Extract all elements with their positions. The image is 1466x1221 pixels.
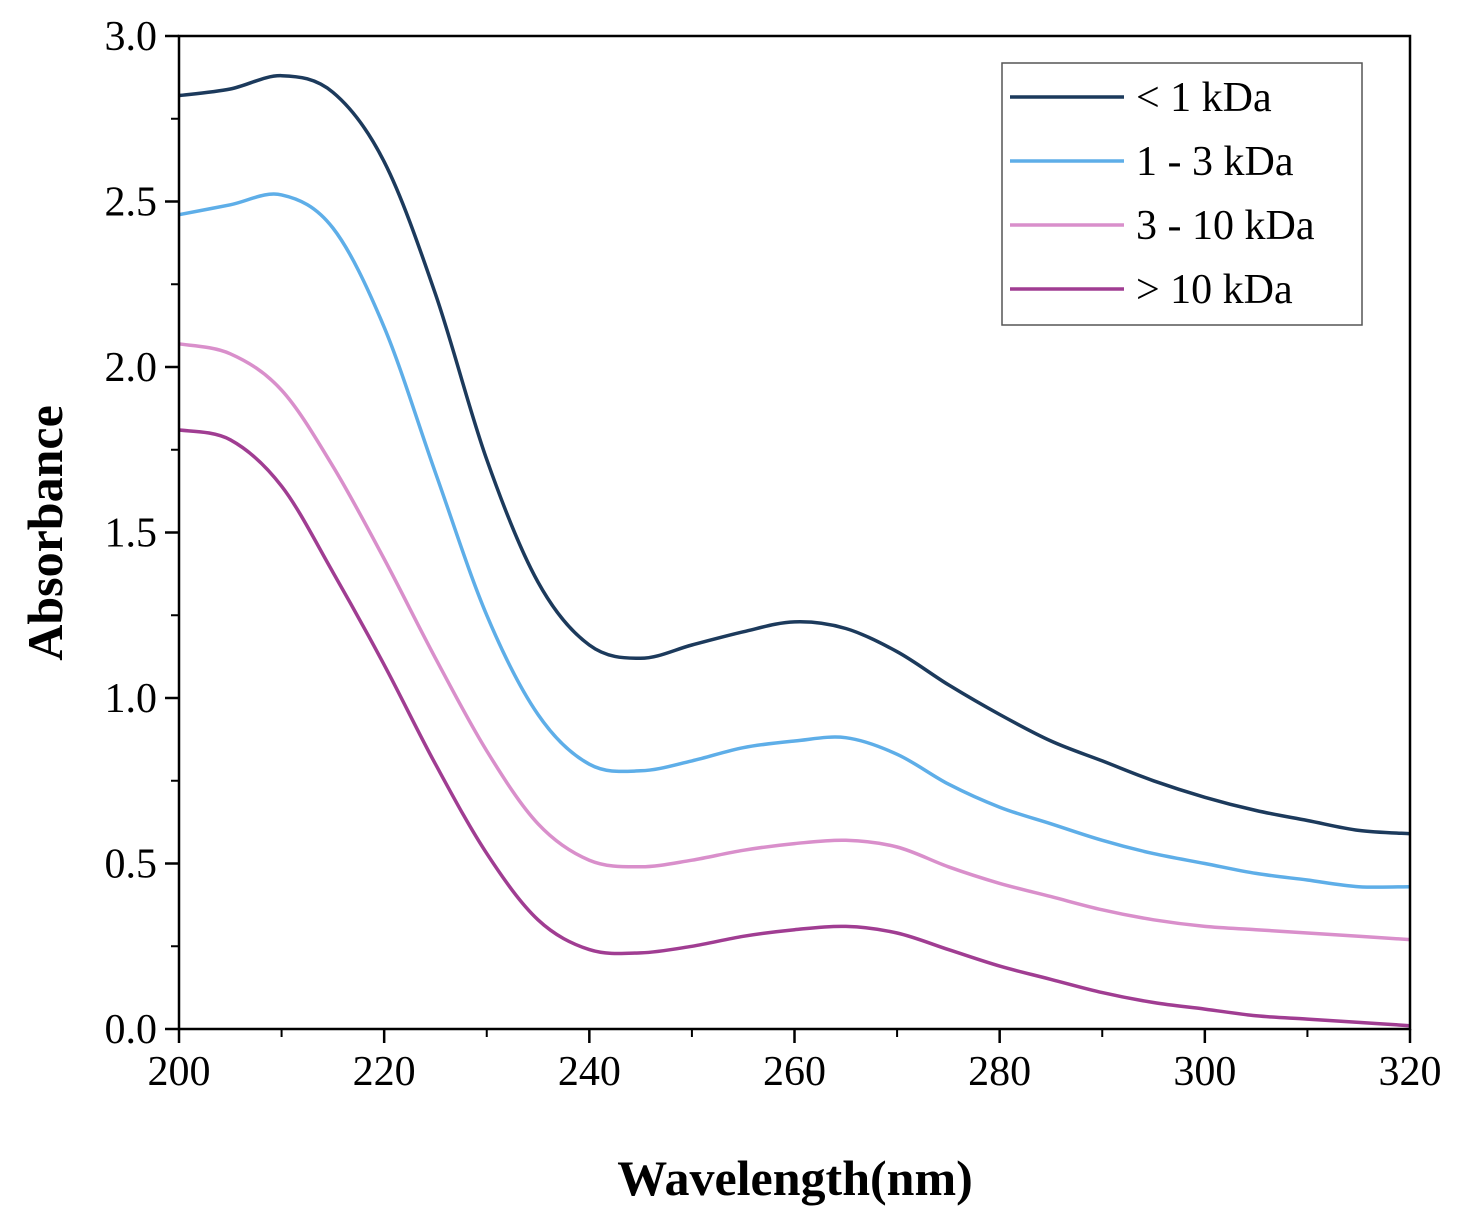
x-tick-label: 320 (1379, 1049, 1442, 1095)
y-tick-label: 0.5 (105, 842, 158, 888)
legend-box (1001, 62, 1363, 326)
axes-layer: 200 220 240 260 280 300 320 0.0 0.5 1.0 1.5 2.0 2.5 3… (105, 14, 1442, 1095)
y-tick-label: 1.0 (105, 676, 158, 722)
y-tick-label: 1.5 (105, 511, 158, 557)
x-tick-label: 300 (1173, 1049, 1236, 1095)
x-tick-label: 240 (558, 1049, 621, 1095)
x-tick-label: 200 (148, 1049, 211, 1095)
x-tick-label: 280 (968, 1049, 1031, 1095)
series-line-4 (178, 428, 1411, 1028)
x-tick-label: 260 (763, 1049, 826, 1095)
y-tick-label: 3.0 (105, 14, 158, 60)
series-line-1 (178, 73, 1411, 836)
x-tick-label: 220 (353, 1049, 416, 1095)
series-line-2 (178, 192, 1411, 889)
y-axis-title: Absorbance (17, 405, 73, 661)
y-tick-label: 0.0 (105, 1007, 158, 1053)
legend: < 1 kDa 1 - 3 kDa 3 - 10 kDa > 10 kDa (1001, 62, 1363, 326)
y-tick-label: 2.0 (105, 345, 158, 391)
x-axis-title: Wavelength(nm) (617, 1150, 973, 1206)
y-tick-label: 2.5 (105, 180, 158, 226)
legend-label-4: > 10 kDa (1136, 267, 1293, 313)
legend-label-1: < 1 kDa (1136, 75, 1272, 121)
series-layer (178, 73, 1411, 1028)
legend-label-3: 3 - 10 kDa (1136, 203, 1315, 249)
legend-label-2: 1 - 3 kDa (1136, 139, 1294, 185)
series-line-3 (178, 342, 1411, 942)
